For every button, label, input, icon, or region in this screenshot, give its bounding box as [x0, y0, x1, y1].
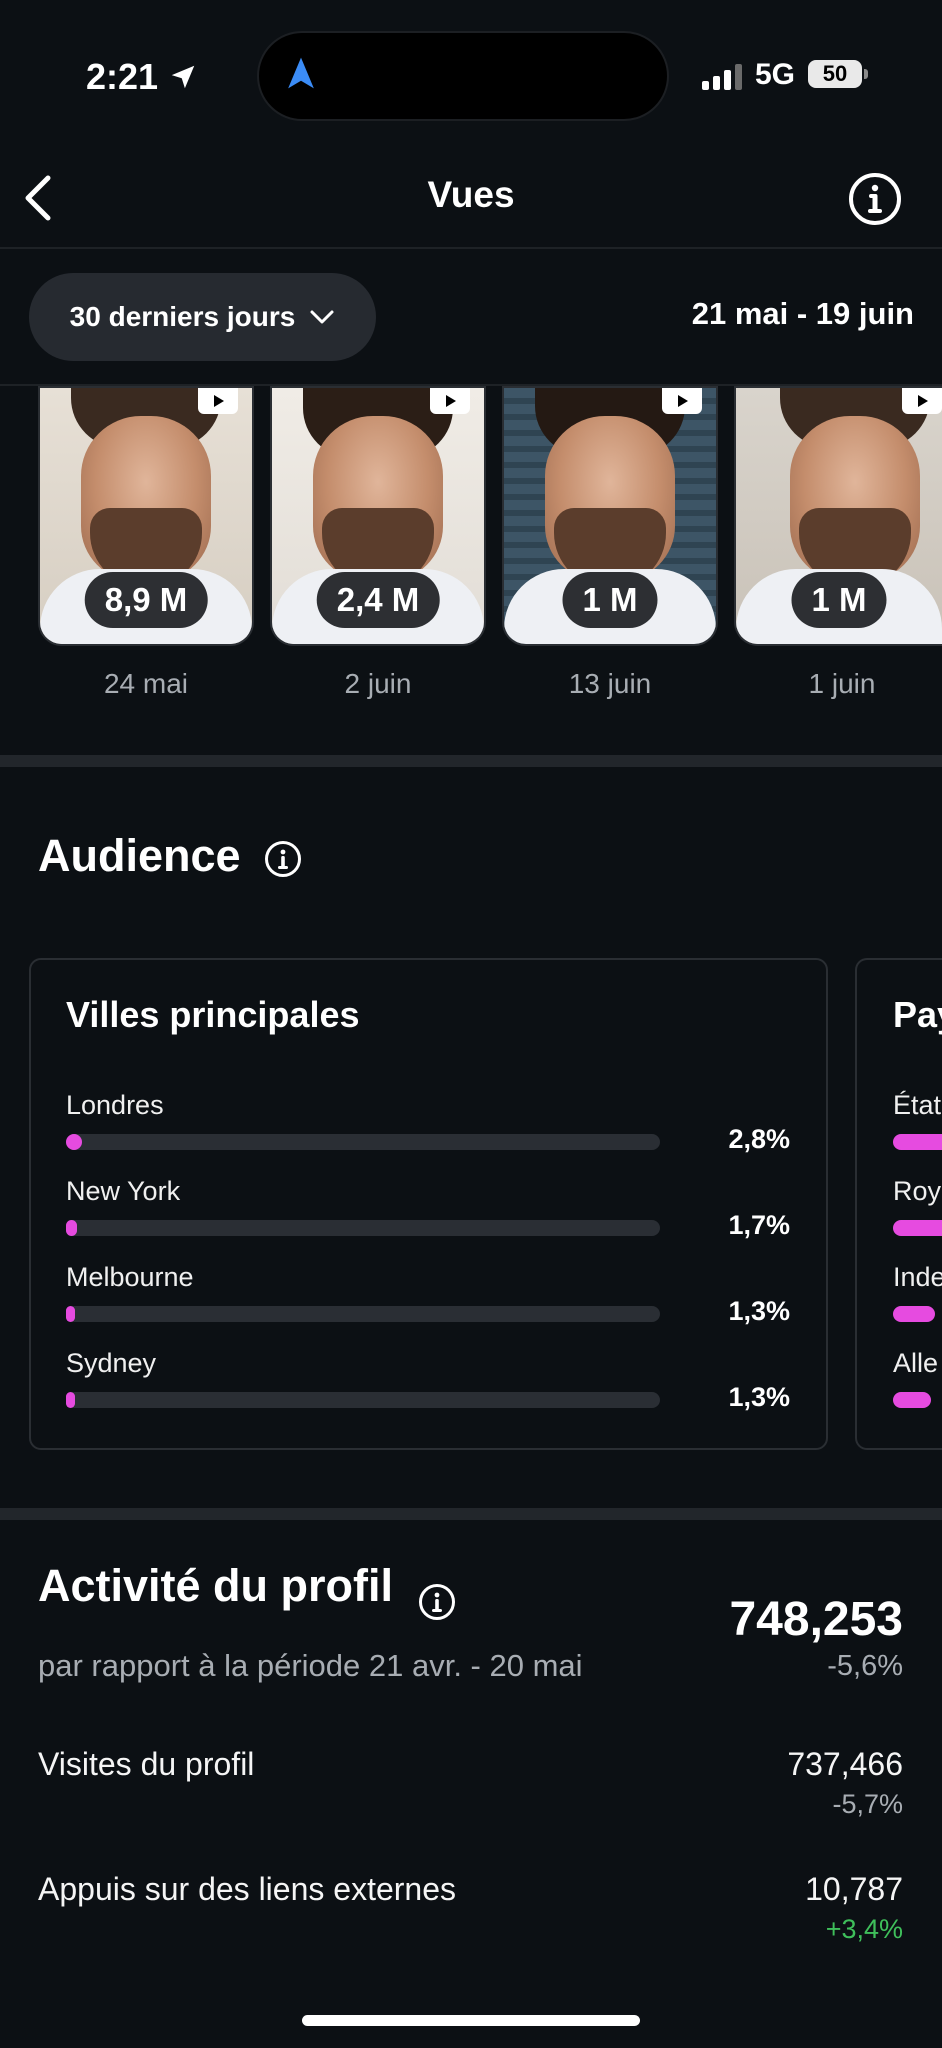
city-bar	[66, 1306, 660, 1322]
profile-visits-value: 737,466	[787, 1746, 903, 1782]
info-icon[interactable]	[264, 840, 302, 878]
city-percent: 2,8%	[728, 1124, 790, 1154]
top-countries-card[interactable]	[855, 958, 942, 1450]
reel-thumbnail[interactable]: 8,9 M	[38, 386, 254, 646]
navigation-arrow-icon	[288, 57, 314, 89]
period-label: 30 derniers jours	[69, 301, 296, 332]
city-percent: 1,7%	[728, 1210, 790, 1240]
reel-views: 2,4 M	[316, 572, 440, 628]
city-label: Sydney	[66, 1348, 157, 1378]
country-bar	[893, 1220, 942, 1236]
dynamic-island	[257, 31, 669, 121]
info-icon[interactable]	[848, 172, 902, 226]
city-bar-fill	[66, 1220, 77, 1236]
location-arrow-icon	[171, 65, 195, 89]
city-label: Melbourne	[66, 1262, 194, 1292]
period-dropdown[interactable]: 30 derniers jours	[29, 273, 376, 361]
filter-divider	[0, 384, 942, 386]
section-separator	[0, 1508, 942, 1520]
reel-views: 1 M	[791, 572, 887, 628]
battery-tip	[864, 69, 868, 79]
country-bar	[893, 1306, 935, 1322]
date-range: 21 mai - 19 juin	[691, 296, 914, 331]
info-icon[interactable]	[418, 1583, 456, 1621]
section-separator	[0, 755, 942, 767]
status-time-label: 2:21	[86, 56, 159, 97]
city-bar	[66, 1220, 660, 1236]
city-label: New York	[66, 1176, 181, 1206]
comparison-period: par rapport à la période 21 avr. - 20 ma…	[38, 1648, 583, 1683]
signal-icon	[702, 64, 742, 90]
chevron-down-icon	[310, 310, 334, 324]
country-label: Roy	[893, 1176, 942, 1206]
country-bar	[893, 1392, 931, 1408]
city-bar-fill	[66, 1306, 75, 1322]
reel-views: 1 M	[562, 572, 658, 628]
reel-date: 24 mai	[103, 668, 189, 699]
reel-thumbnail[interactable]: 1 M	[502, 386, 718, 646]
reel-date: 13 juin	[568, 668, 652, 699]
profile-visits-label: Visites du profil	[38, 1746, 255, 1782]
reel-icon	[430, 388, 470, 414]
status-time: 2:21	[86, 56, 198, 98]
header-divider	[0, 247, 942, 249]
chevron-left-icon[interactable]	[18, 172, 58, 224]
reel-thumbnail[interactable]: 1 M	[734, 386, 942, 646]
country-bar	[893, 1134, 942, 1150]
city-bar-fill	[66, 1392, 75, 1408]
profile-visits-delta: -5,7%	[832, 1789, 903, 1819]
top-cities-card	[29, 958, 828, 1450]
reel-date: 1 juin	[808, 668, 876, 699]
page-title: Vues	[427, 174, 515, 215]
top-cities-title: Villes principales	[66, 994, 360, 1035]
reel-icon	[902, 388, 942, 414]
home-indicator[interactable]	[302, 2015, 640, 2026]
battery-icon: 50	[808, 60, 862, 88]
reel-date: 2 juin	[344, 668, 412, 699]
profile-activity-delta: -5,6%	[827, 1650, 903, 1682]
external-link-taps-label: Appuis sur des liens externes	[38, 1871, 456, 1907]
country-label: Inde	[893, 1262, 942, 1292]
reel-icon	[662, 388, 702, 414]
audience-heading: Audience	[38, 830, 241, 881]
country-label: Alle	[893, 1348, 939, 1378]
reel-icon	[198, 388, 238, 414]
country-label: État	[893, 1090, 942, 1120]
reel-thumbnail[interactable]: 2,4 M	[270, 386, 486, 646]
city-percent: 1,3%	[728, 1382, 790, 1412]
city-bar	[66, 1134, 660, 1150]
top-countries-title: Pay	[893, 994, 942, 1035]
external-link-taps-value: 10,787	[805, 1871, 903, 1907]
profile-activity-total: 748,253	[729, 1593, 903, 1646]
reel-views: 8,9 M	[84, 572, 208, 628]
profile-activity-heading: Activité du profil	[38, 1560, 394, 1611]
city-bar-fill	[66, 1134, 82, 1150]
city-bar	[66, 1392, 660, 1408]
city-percent: 1,3%	[728, 1296, 790, 1326]
external-link-taps-delta: +3,4%	[825, 1914, 903, 1944]
network-label: 5G	[755, 58, 796, 91]
city-label: Londres	[66, 1090, 164, 1120]
